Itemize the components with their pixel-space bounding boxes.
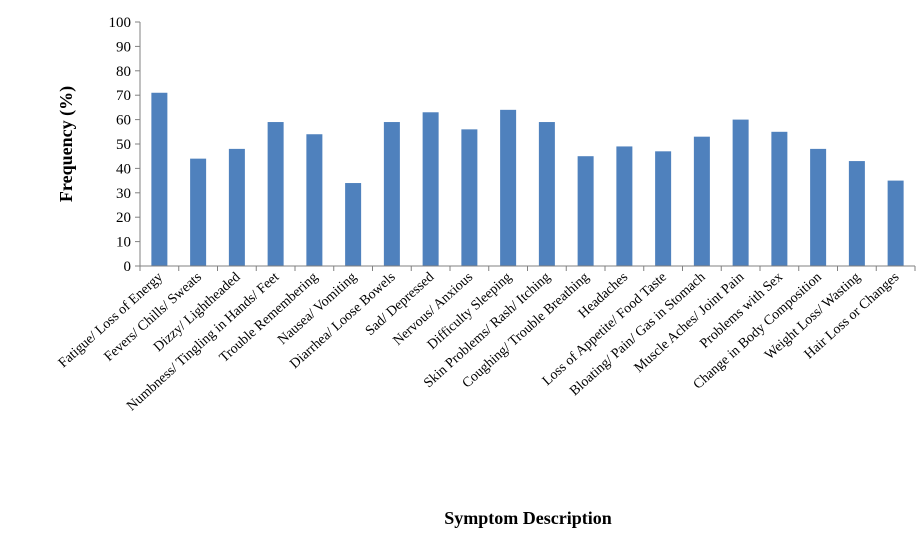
- bar: [345, 183, 362, 266]
- bar: [693, 136, 710, 266]
- y-tick-label: 80: [116, 64, 131, 80]
- y-tick-label: 90: [116, 39, 131, 55]
- y-tick-label: 50: [116, 137, 131, 153]
- bar: [848, 161, 865, 266]
- y-tick-label: 70: [116, 88, 131, 104]
- bar: [151, 92, 168, 266]
- bar: [887, 180, 904, 266]
- bar: [422, 112, 439, 266]
- y-tick-label: 40: [116, 161, 131, 177]
- bar: [461, 129, 478, 266]
- bars-group: [151, 92, 904, 266]
- bar: [810, 148, 827, 266]
- y-tick-label: 20: [116, 210, 131, 226]
- y-axis-ticks: 0 10 20 30 40 50 60 70 80 90 100: [109, 15, 140, 275]
- y-tick-label: 10: [116, 235, 131, 251]
- bar: [655, 151, 672, 266]
- bar: [383, 122, 400, 266]
- bar: [500, 109, 517, 266]
- bar: [306, 134, 323, 266]
- x-axis-ticks: [139, 266, 916, 271]
- x-axis-title: Symptom Description: [444, 508, 612, 528]
- bar: [538, 122, 555, 266]
- y-tick-label: 100: [109, 15, 132, 31]
- y-tick-label: 30: [116, 186, 131, 202]
- bar: [228, 148, 245, 266]
- bar: [771, 131, 788, 266]
- y-tick-label: 0: [124, 259, 132, 275]
- bar: [267, 122, 284, 266]
- bar: [577, 156, 594, 266]
- bar: [616, 146, 633, 266]
- y-axis-title: Frequency (%): [56, 86, 77, 202]
- bar: [190, 158, 207, 266]
- bar: [732, 119, 749, 266]
- y-tick-label: 60: [116, 113, 131, 129]
